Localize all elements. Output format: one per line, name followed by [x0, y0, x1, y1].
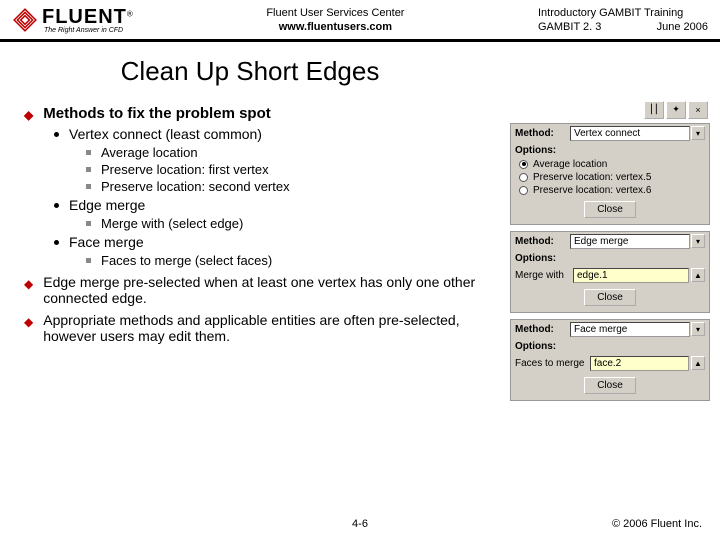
close-button[interactable]: Close [584, 289, 636, 306]
panels-sidebar: ⎮⎮ ✦ × Method:Vertex connect▾ Options: A… [510, 99, 710, 407]
tool-button[interactable]: × [688, 101, 708, 119]
slide-title: Clean Up Short Edges [0, 56, 720, 87]
page-number: 4-6 [352, 518, 368, 530]
square-bullet-icon [86, 184, 91, 189]
radio-option[interactable]: Average location [511, 158, 709, 171]
header: FLUENT® The Right Answer in CFD Fluent U… [0, 0, 720, 42]
copyright: © 2006 Fluent Inc. [612, 518, 702, 530]
face-merge-panel: Method:Face merge▾ Options: Faces to mer… [510, 319, 710, 401]
diamond-bullet-icon: ◆ [24, 277, 33, 306]
dropdown-icon[interactable]: ▾ [691, 234, 705, 248]
close-button[interactable]: Close [584, 201, 636, 218]
edge-merge-panel: Method:Edge merge▾ Options: Merge withed… [510, 231, 710, 313]
up-arrow-icon[interactable]: ▲ [691, 356, 705, 370]
header-right: Introductory GAMBIT Training GAMBIT 2. 3… [538, 6, 708, 35]
header-center: Fluent User Services Center www.fluentus… [133, 6, 538, 35]
tool-button[interactable]: ⎮⎮ [644, 101, 664, 119]
footer: 4-6 © 2006 Fluent Inc. [0, 518, 720, 530]
logo-tagline: The Right Answer in CFD [44, 27, 133, 34]
disc-bullet-icon [54, 203, 59, 208]
tool-button[interactable]: ✦ [666, 101, 686, 119]
up-arrow-icon[interactable]: ▲ [691, 268, 705, 282]
vertex-connect-panel: Method:Vertex connect▾ Options: Average … [510, 123, 710, 225]
diamond-bullet-icon: ◆ [24, 315, 33, 344]
disc-bullet-icon [54, 132, 59, 137]
dropdown-icon[interactable]: ▾ [691, 126, 705, 140]
fluent-logo-icon [12, 7, 38, 33]
square-bullet-icon [86, 150, 91, 155]
diamond-bullet-icon: ◆ [24, 108, 33, 122]
merge-with-field[interactable]: edge.1 [573, 268, 689, 283]
disc-bullet-icon [54, 240, 59, 245]
main-content: ◆Methods to fix the problem spot Vertex … [10, 99, 510, 407]
square-bullet-icon [86, 221, 91, 226]
radio-option[interactable]: Preserve location: vertex.5 [511, 171, 709, 184]
logo-text: FLUENT [42, 6, 127, 28]
method-field[interactable]: Edge merge [570, 234, 690, 249]
method-field[interactable]: Face merge [570, 322, 690, 337]
radio-option[interactable]: Preserve location: vertex.6 [511, 184, 709, 197]
square-bullet-icon [86, 258, 91, 263]
faces-field[interactable]: face.2 [590, 356, 689, 371]
logo: FLUENT® The Right Answer in CFD [12, 6, 133, 34]
radio-icon [519, 186, 528, 195]
radio-icon [519, 173, 528, 182]
square-bullet-icon [86, 167, 91, 172]
dropdown-icon[interactable]: ▾ [691, 322, 705, 336]
toolbar: ⎮⎮ ✦ × [510, 99, 710, 121]
radio-icon [519, 160, 528, 169]
close-button[interactable]: Close [584, 377, 636, 394]
method-field[interactable]: Vertex connect [570, 126, 690, 141]
